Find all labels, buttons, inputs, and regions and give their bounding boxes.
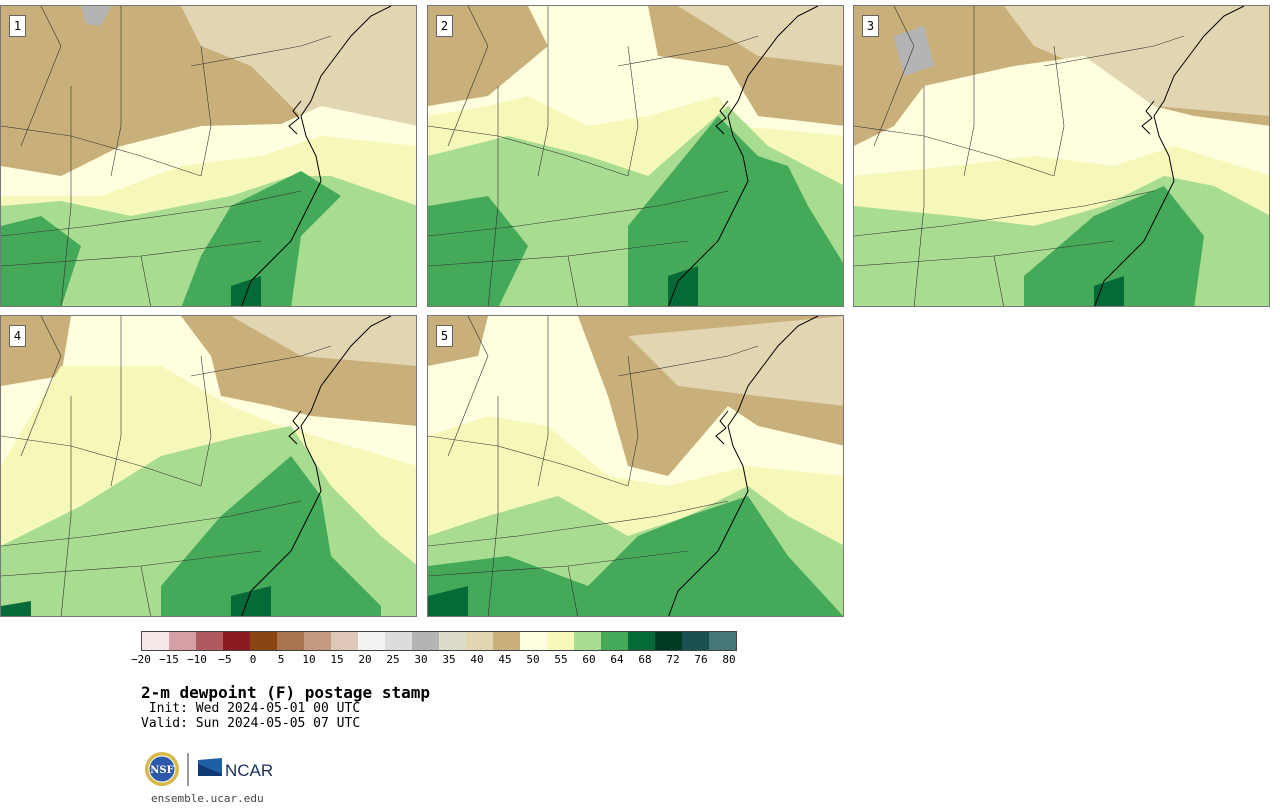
colorbar-tick-label: 60 <box>582 653 596 666</box>
panel-4: 4 <box>0 315 417 617</box>
colorbar-swatch <box>385 632 412 650</box>
init-time: Init: Wed 2024-05-01 00 UTC <box>141 701 361 716</box>
colorbar-tick-label: 25 <box>386 653 400 666</box>
panel-number: 3 <box>862 15 879 37</box>
colorbar-swatch <box>304 632 331 650</box>
colorbar-tick-label: 30 <box>414 653 428 666</box>
colorbar-swatch <box>142 632 169 650</box>
colorbar-swatch <box>439 632 466 650</box>
nsf-seal-icon: NSF <box>145 752 179 786</box>
panel-2: 2 <box>427 5 844 307</box>
dewpoint-map <box>1 6 416 306</box>
source-url: ensemble.ucar.edu <box>151 792 264 805</box>
colorbar-swatch <box>358 632 385 650</box>
colorbar-tick-label: 80 <box>722 653 736 666</box>
colorbar-swatch <box>169 632 196 650</box>
colorbar-ticks: −20 −15 −10 −5 0 5 10 15 20 25 30 35 40 45 50 55 60 64 68 7… <box>131 653 761 669</box>
colorbar-swatch <box>250 632 277 650</box>
colorbar-tick-label: −15 <box>159 653 179 666</box>
ncar-logo-icon: NCAR <box>198 758 273 780</box>
colorbar-tick-label: −5 <box>218 653 232 666</box>
colorbar-swatch <box>601 632 628 650</box>
ncar-text: NCAR <box>225 761 273 780</box>
colorbar-swatch <box>196 632 223 650</box>
colorbar-tick-label: 20 <box>358 653 372 666</box>
colorbar-tick-label: 76 <box>694 653 708 666</box>
colorbar-tick-label: 5 <box>277 653 285 666</box>
nsf-ncar-logo: NSF NCAR <box>145 752 273 786</box>
colorbar-tick-label: 50 <box>526 653 540 666</box>
colorbar-tick-label: 68 <box>638 653 652 666</box>
dewpoint-map <box>854 6 1269 306</box>
colorbar-swatch <box>655 632 682 650</box>
colorbar-tick-label: 40 <box>470 653 484 666</box>
panel-number: 2 <box>436 15 453 37</box>
dewpoint-map <box>1 316 416 616</box>
colorbar-swatch <box>574 632 601 650</box>
colorbar-tick-label: 72 <box>666 653 680 666</box>
colorbar-swatch <box>682 632 709 650</box>
colorbar-swatch <box>520 632 547 650</box>
colorbar-swatch <box>331 632 358 650</box>
panel-number: 4 <box>9 325 26 347</box>
dewpoint-map <box>428 316 843 616</box>
colorbar-tick-label: 55 <box>554 653 568 666</box>
colorbar-tick-label: 64 <box>610 653 624 666</box>
colorbar <box>141 631 737 651</box>
colorbar-swatch <box>709 632 736 650</box>
colorbar-tick-label: −20 <box>131 653 151 666</box>
colorbar-tick-label: 35 <box>442 653 456 666</box>
colorbar-swatch <box>466 632 493 650</box>
nsf-text: NSF <box>150 765 173 776</box>
colorbar-swatch <box>277 632 304 650</box>
dewpoint-map <box>428 6 843 306</box>
panel-5: 5 <box>427 315 844 617</box>
colorbar-swatch <box>493 632 520 650</box>
panel-1: 1 <box>0 5 417 307</box>
panel-3: 3 <box>853 5 1270 307</box>
colorbar-tick-label: −10 <box>187 653 207 666</box>
colorbar-tick-label: 45 <box>498 653 512 666</box>
colorbar-swatch <box>412 632 439 650</box>
colorbar-swatch <box>628 632 655 650</box>
colorbar-tick-label: 10 <box>302 653 316 666</box>
colorbar-swatch <box>547 632 574 650</box>
valid-time: Valid: Sun 2024-05-05 07 UTC <box>141 716 361 731</box>
colorbar-swatch <box>223 632 250 650</box>
panel-number: 5 <box>436 325 453 347</box>
colorbar-tick-label: 15 <box>330 653 344 666</box>
plot-title: 2-m dewpoint (F) postage stamp <box>141 683 430 702</box>
panel-number: 1 <box>9 15 26 37</box>
colorbar-tick-label: 0 <box>249 653 257 666</box>
